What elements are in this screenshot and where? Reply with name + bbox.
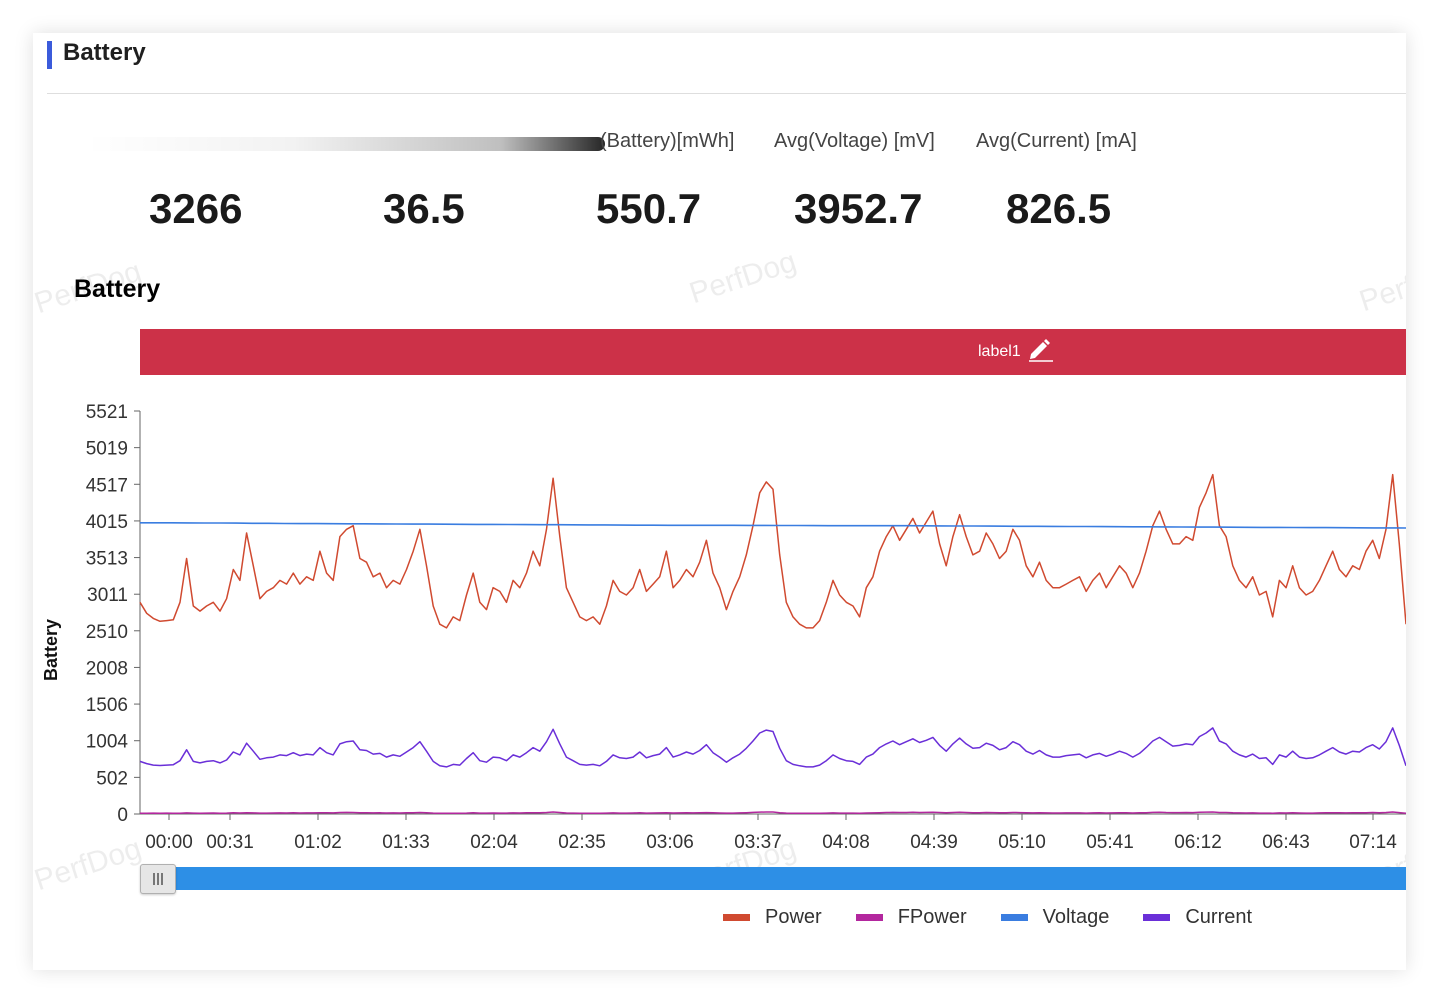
grip-line bbox=[161, 873, 163, 885]
stat-value-2: 36.5 bbox=[383, 185, 465, 232]
zoom-slider-track[interactable] bbox=[140, 867, 1406, 890]
y-tick-label: 5019 bbox=[86, 439, 128, 460]
x-tick-label: 05:10 bbox=[998, 832, 1046, 853]
grip-line bbox=[153, 873, 155, 885]
x-tick-label: 01:33 bbox=[382, 832, 430, 853]
chart-legend: Power FPower Voltage Current bbox=[723, 906, 1252, 929]
series-line-voltage bbox=[140, 521, 1406, 529]
grip-line bbox=[157, 873, 159, 885]
y-tick-label: 5521 bbox=[86, 402, 128, 423]
y-axis-title: Battery bbox=[41, 619, 61, 681]
stat-value-avg-current: 826.5 bbox=[1006, 185, 1112, 232]
y-tick-label: 2008 bbox=[86, 658, 128, 679]
legend-item-power[interactable]: Power bbox=[723, 906, 822, 929]
legend-label: Power bbox=[765, 906, 822, 928]
section-divider bbox=[47, 93, 1406, 94]
section-accent-bar bbox=[47, 41, 52, 69]
y-tick-label: 3011 bbox=[87, 585, 128, 606]
series-line-current bbox=[139, 727, 1406, 768]
x-tick-label: 07:14 bbox=[1349, 832, 1397, 853]
series-line-fpower bbox=[140, 811, 1406, 815]
legend-label: FPower bbox=[897, 906, 967, 928]
stat-label-battery: (Battery)[mWh] bbox=[600, 130, 735, 152]
x-tick-label: 04:08 bbox=[822, 832, 870, 853]
legend-item-fpower[interactable]: FPower bbox=[855, 906, 967, 929]
y-tick-label: 2510 bbox=[86, 622, 128, 643]
x-tick-label: 04:39 bbox=[910, 832, 958, 853]
x-tick-label: 05:41 bbox=[1086, 832, 1134, 853]
section-title: Battery bbox=[63, 39, 146, 66]
legend-swatch bbox=[723, 914, 750, 921]
y-tick-label: 3513 bbox=[86, 549, 128, 570]
stat-value-battery-mwh: 550.7 bbox=[596, 185, 702, 232]
y-tick-label: 1506 bbox=[86, 695, 128, 716]
x-tick-label: 02:35 bbox=[558, 832, 606, 853]
label-band-text: label1 bbox=[978, 343, 1021, 360]
y-tick-label: 502 bbox=[96, 768, 128, 789]
stats-header-fade bbox=[85, 137, 605, 151]
battery-panel: Battery (Battery)[mWh] Avg(Voltage) [mV]… bbox=[33, 33, 1406, 970]
legend-label: Current bbox=[1185, 906, 1253, 928]
series-line-power bbox=[139, 473, 1406, 629]
stat-value-1: 3266 bbox=[149, 185, 243, 232]
x-tick-label: 00:00 bbox=[145, 832, 193, 853]
pencil-icon[interactable] bbox=[1025, 337, 1055, 368]
x-tick-label: 01:02 bbox=[294, 832, 342, 853]
x-tick-label: 06:12 bbox=[1174, 832, 1222, 853]
label-band[interactable]: label1 bbox=[140, 329, 1406, 375]
x-tick-label: 03:06 bbox=[646, 832, 694, 853]
x-tick-label: 02:04 bbox=[470, 832, 518, 853]
x-tick-label: 00:31 bbox=[206, 832, 254, 853]
y-tick-label: 4015 bbox=[86, 512, 128, 533]
y-tick-label: 0 bbox=[117, 805, 128, 826]
stat-label-avg-voltage: Avg(Voltage) [mV] bbox=[774, 130, 935, 152]
battery-chart: 0 502 1004 1506 2008 2510 3011 3513 4015 4517 5019… bbox=[41, 402, 1406, 853]
stat-label-avg-current: Avg(Current) [mA] bbox=[976, 130, 1137, 152]
legend-swatch bbox=[855, 914, 883, 921]
stat-value-avg-voltage: 3952.7 bbox=[794, 185, 923, 232]
legend-swatch bbox=[1143, 914, 1171, 921]
legend-item-current[interactable]: Current bbox=[1143, 906, 1252, 929]
zoom-slider-handle[interactable] bbox=[140, 864, 176, 894]
x-tick-label: 03:37 bbox=[734, 832, 782, 853]
legend-swatch bbox=[1000, 914, 1028, 921]
legend-label: Voltage bbox=[1042, 906, 1110, 928]
chart-title: Battery bbox=[74, 275, 161, 303]
legend-item-voltage[interactable]: Voltage bbox=[1000, 906, 1110, 929]
x-tick-label: 06:43 bbox=[1262, 832, 1310, 853]
y-tick-label: 4517 bbox=[86, 475, 128, 496]
y-tick-label: 1004 bbox=[86, 732, 129, 753]
